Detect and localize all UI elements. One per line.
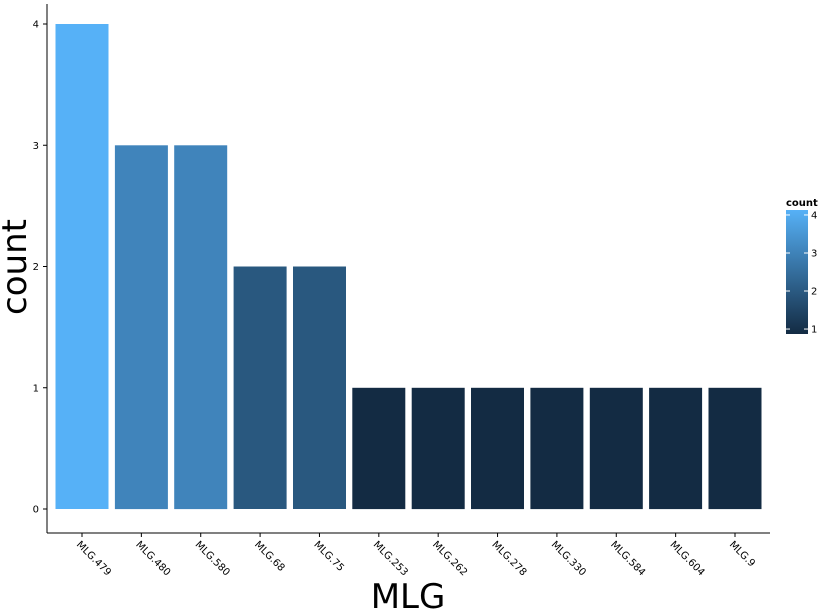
bar-mlg-580 — [174, 145, 228, 510]
y-tick-label: 3 — [33, 141, 39, 152]
bar-mlg-479 — [55, 24, 109, 509]
legend-tick-label: 2 — [811, 287, 817, 298]
bar-mlg-75 — [293, 266, 346, 509]
y-tick-label: 4 — [33, 20, 39, 31]
bar-mlg-253 — [352, 387, 406, 510]
bar-mlg-330 — [530, 387, 584, 510]
x-tick-label: MLG.580 — [193, 539, 232, 578]
bars — [55, 24, 762, 510]
x-tick-label: MLG.604 — [668, 539, 707, 578]
legend-tick-label: 3 — [811, 248, 817, 259]
legend-tick-label: 1 — [811, 325, 817, 336]
bar-mlg-278 — [471, 387, 524, 510]
x-tick-label: MLG.68 — [252, 539, 287, 574]
bar-mlg-262 — [411, 387, 465, 510]
bar-mlg-68 — [233, 266, 287, 509]
color-legend: count 1 2 3 4 — [786, 198, 818, 336]
x-axis-ticks: MLG.479 MLG.480 MLG.580 MLG.68 MLG.75 MLG.253… — [74, 533, 757, 578]
x-tick-label: MLG.584 — [608, 539, 647, 578]
bar-mlg-584 — [589, 387, 643, 510]
y-tick-label: 1 — [33, 383, 39, 394]
bar-mlg-480 — [114, 145, 168, 510]
legend-tick-label: 4 — [811, 210, 817, 221]
x-tick-label: MLG.9 — [727, 539, 757, 569]
legend-ticks: 1 2 3 4 — [786, 210, 817, 336]
x-tick-label: MLG.479 — [74, 539, 113, 578]
bar-mlg-604 — [649, 387, 703, 510]
y-axis-ticks: 0 1 2 3 4 — [33, 20, 47, 516]
x-tick-label: MLG.262 — [430, 539, 469, 578]
x-tick-label: MLG.253 — [371, 539, 410, 578]
y-tick-label: 2 — [33, 262, 39, 273]
x-tick-label: MLG.278 — [489, 539, 528, 578]
y-axis-title: count — [0, 219, 35, 315]
legend-title: count — [786, 198, 818, 209]
x-tick-label: MLG.480 — [133, 539, 172, 578]
legend-colorbar — [786, 210, 808, 334]
x-tick-label: MLG.330 — [549, 539, 588, 578]
x-axis-title: MLG — [371, 577, 446, 614]
bar-mlg-9 — [708, 387, 762, 510]
y-tick-label: 0 — [33, 505, 39, 516]
x-tick-label: MLG.75 — [311, 539, 346, 574]
